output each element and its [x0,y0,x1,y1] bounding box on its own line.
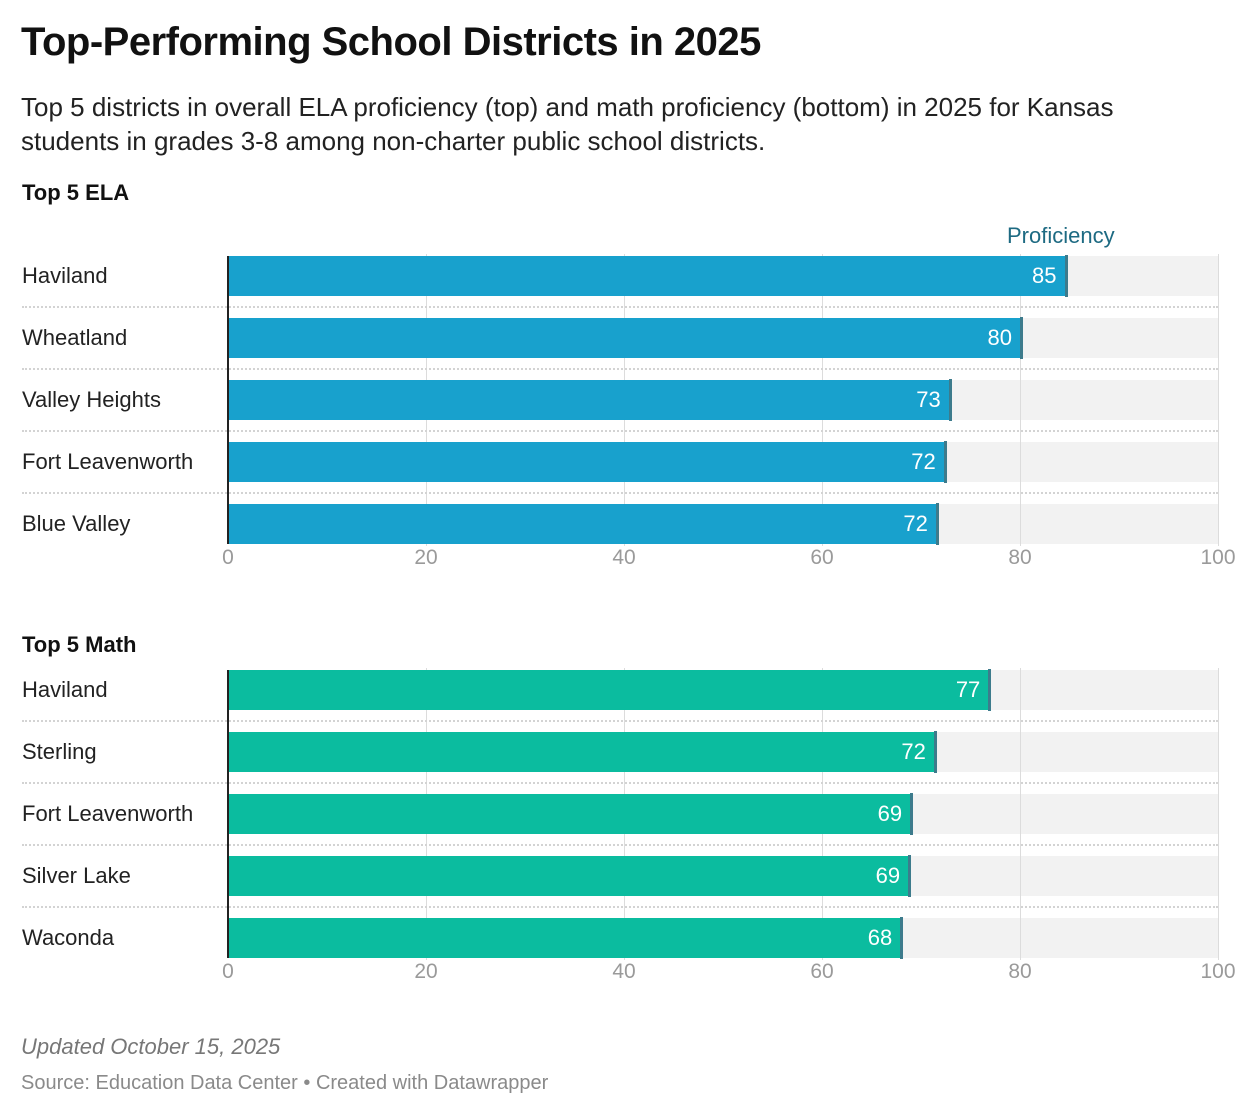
value-label: 69 [877,801,903,826]
bar-end-marker [948,379,952,421]
row-separator [22,306,1218,308]
bar-end-marker [1019,317,1023,359]
row-separator [22,844,1218,846]
bar-end-marker [935,503,939,545]
bar [228,380,951,420]
chart-subtitle: Top 5 districts in overall ELA proficien… [21,92,1114,156]
row-label: Blue Valley [22,511,131,536]
row-separator [22,720,1218,722]
row-separator [22,430,1218,432]
row-separator [22,782,1218,784]
x-tick-label: 60 [810,546,834,569]
bar-end-marker [988,669,992,711]
chart-title: Top-Performing School Districts in 2025 [21,20,761,64]
x-tick-label: 0 [222,546,234,569]
bar [228,256,1067,296]
row-label: Haviland [22,263,108,288]
value-label: 77 [955,677,981,702]
bar [228,856,911,896]
row-label: Silver Lake [22,863,131,888]
x-tick-label: 100 [1200,546,1236,569]
bar [228,794,913,834]
y-axis-line [227,670,229,958]
row-label: Fort Leavenworth [22,801,194,826]
value-label: 69 [875,863,901,888]
chart-notes: Updated October 15, 2025 [21,1034,281,1059]
gridline [1218,668,1219,960]
value-label: 68 [867,925,893,950]
ela-section-title: Top 5 ELA [22,180,130,205]
gridline [1020,668,1021,960]
gridline [1020,254,1021,546]
x-tick-label: 60 [810,960,834,983]
row-label: Valley Heights [22,387,161,412]
row-label: Fort Leavenworth [22,449,194,474]
bar [228,732,936,772]
bar-end-marker [908,855,912,897]
bar [228,918,903,958]
value-label: 80 [987,325,1012,350]
row-separator [22,492,1218,494]
bar [228,504,938,544]
math-section-title: Top 5 Math [22,632,137,657]
bar-end-marker [910,793,914,835]
x-tick-label: 40 [612,546,636,569]
legend-proficiency: Proficiency [1007,223,1115,248]
bar [228,670,991,710]
y-axis-line [227,256,229,544]
row-separator [22,906,1218,908]
bar-end-marker [943,441,947,483]
row-label: Sterling [22,739,97,764]
value-label: 85 [1032,263,1057,288]
bar [228,318,1022,358]
bar-end-marker [933,731,937,773]
bar-end-marker [1064,255,1068,297]
bar [228,442,946,482]
value-label: 72 [901,739,926,764]
row-separator [22,368,1218,370]
x-tick-label: 20 [414,960,438,983]
row-label: Haviland [22,677,108,702]
x-tick-label: 80 [1008,960,1032,983]
x-tick-label: 40 [612,960,636,983]
x-tick-label: 100 [1200,960,1236,983]
x-tick-label: 20 [414,546,438,569]
row-label: Waconda [22,925,115,950]
x-tick-label: 0 [222,960,234,983]
chart-source: Source: Education Data Center • Created … [21,1072,549,1094]
gridline [1218,254,1219,546]
value-label: 73 [916,387,941,412]
row-label: Wheatland [22,325,128,350]
value-label: 72 [903,511,928,536]
value-label: 72 [911,449,936,474]
bar-end-marker [900,917,904,959]
x-tick-label: 80 [1008,546,1032,569]
